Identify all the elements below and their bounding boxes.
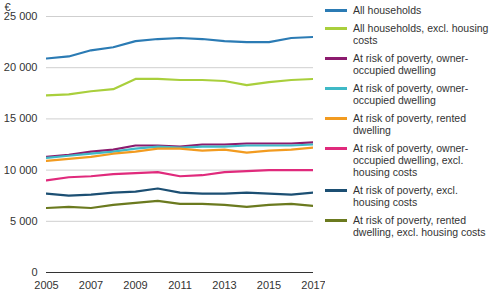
html-text:At risk of poverty, owner-occu: At risk of poverty, owner-occupied dwell… [353,82,469,106]
svg-text:0: 0 [31,266,37,278]
svg-text:25 000: 25 000 [3,10,38,22]
html-text:At risk of poverty, excl. hous: At risk of poverty, excl. housing costs [353,184,458,208]
svg-text:2009: 2009 [123,279,147,291]
html-text:At risk of poverty, owner-occu: At risk of poverty, owner-occupied dwell… [353,52,469,76]
html-text:At risk of poverty, rented dwe: At risk of poverty, rented dwelling, exc… [353,214,486,238]
svg-text:15 000: 15 000 [4,112,38,124]
svg-text:5 000: 5 000 [10,215,38,227]
svg-text:2005: 2005 [34,279,58,291]
html-text:At risk of poverty, owner-occu: At risk of poverty, owner-occupied dwell… [353,142,469,178]
svg-text:2007: 2007 [79,279,103,291]
svg-text:2011: 2011 [168,279,192,291]
svg-text:2017: 2017 [301,279,325,291]
html-text:All households, excl. housing: All households, excl. housing costs [353,22,489,46]
svg-text:20 000: 20 000 [4,61,38,73]
svg-text:€: € [5,1,11,13]
html-text:All households: All households [353,4,422,16]
svg-text:2015: 2015 [257,279,281,291]
svg-text:2013: 2013 [212,279,236,291]
svg-text:10 000: 10 000 [4,164,38,176]
html-text:At risk of poverty, rented dwe: At risk of poverty, rented dwelling [353,112,466,136]
